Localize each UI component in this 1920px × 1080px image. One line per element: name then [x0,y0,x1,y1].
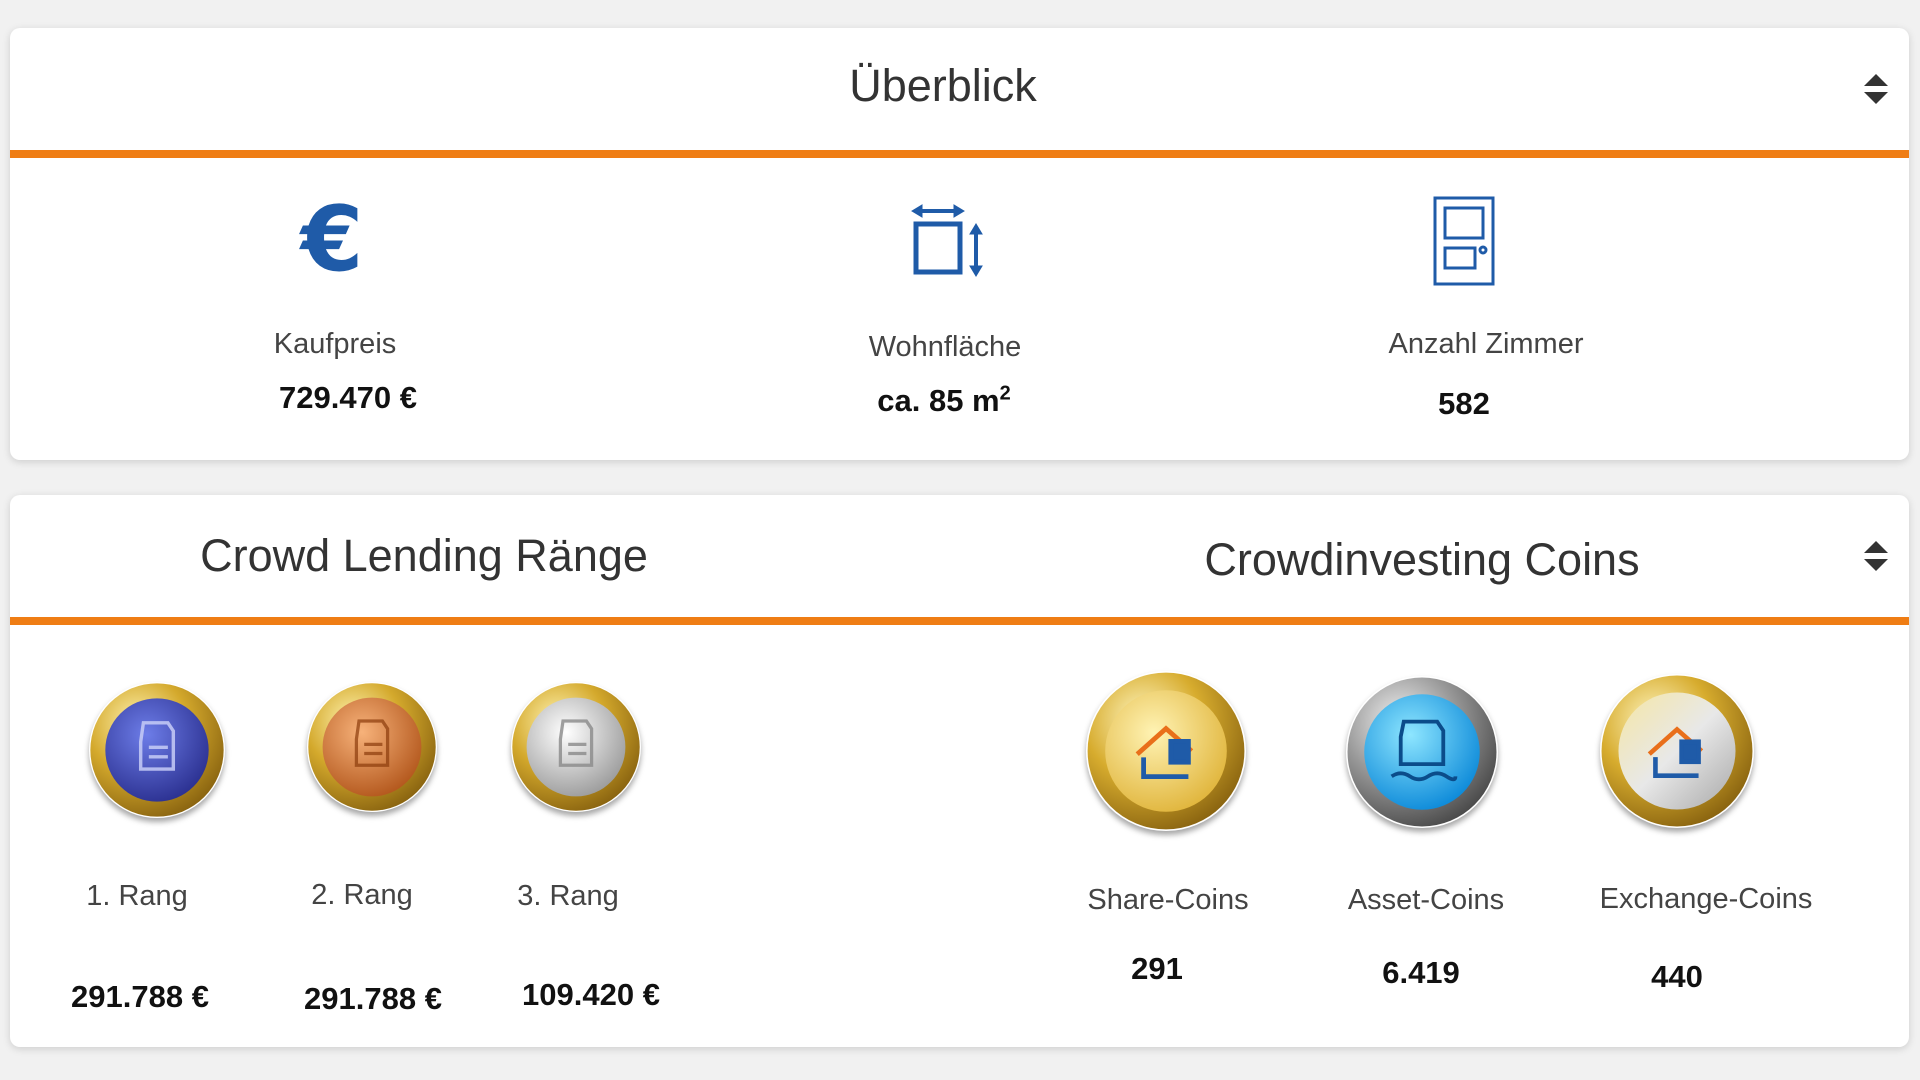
living-area-label: Wohnfläche [868,331,1022,363]
sort-toggle-icon[interactable] [1863,72,1889,106]
overview-header[interactable]: Überblick [10,28,1909,152]
share-coins-label: Share-Coins [1087,884,1249,916]
purchase-price-value: 729.470 € [279,380,417,415]
living-area-value: ca. 85 m2 [877,382,1011,418]
room-count-label: Anzahl Zimmer [1388,328,1584,360]
asset-coins-label: Asset-Coins [1347,884,1505,916]
bronze-rank-coin-icon [307,682,437,812]
euro-icon: € [299,198,363,278]
door-icon [1433,196,1495,286]
crowdinvesting-title: Crowdinvesting Coins [1204,534,1640,585]
rank-1-label: 1. Rang [86,880,188,912]
rank-3-label: 3. Rang [517,880,619,912]
rank-1-value: 291.788 € [71,979,209,1014]
area-icon [911,204,983,277]
svg-text:€: € [299,198,363,278]
crowd-divider [10,617,1909,625]
gold-share-coin-icon [1086,671,1246,831]
purchase-price-label: Kaufpreis [273,328,397,360]
blue-rank-coin-icon [89,682,225,818]
overview-divider [10,150,1909,158]
crowd-card: Crowd Lending Ränge Crowdinvesting Coins [10,495,1909,1047]
overview-card: Überblick € Kaufpreis 729.470 € Wohnfläc… [10,28,1909,460]
rank-2-value: 291.788 € [304,981,442,1016]
blue-asset-coin-icon [1346,676,1498,828]
crowd-lending-title: Crowd Lending Ränge [200,530,648,581]
sort-toggle-icon[interactable] [1863,539,1889,573]
silver-rank-coin-icon [511,682,641,812]
rank-2-label: 2. Rang [311,879,413,911]
exchange-coins-label: Exchange-Coins [1599,883,1813,915]
asset-coins-value: 6.419 [1382,955,1460,990]
crowd-header[interactable]: Crowd Lending Ränge Crowdinvesting Coins [10,495,1909,619]
exchange-coins-value: 440 [1651,959,1703,994]
rank-3-value: 109.420 € [522,977,660,1012]
exchange-coin-icon [1600,674,1754,828]
room-count-value: 582 [1438,386,1490,421]
overview-title: Überblick [849,60,1037,111]
share-coins-value: 291 [1131,951,1183,986]
